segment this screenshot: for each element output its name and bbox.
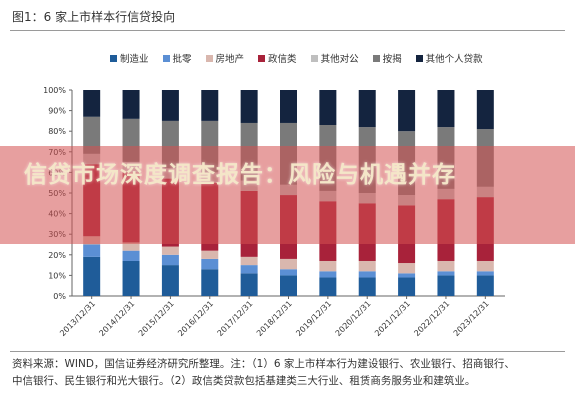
x-tick-label: 2020/12/31 [334, 299, 373, 338]
legend-swatch [205, 54, 213, 62]
bar-segment [319, 260, 337, 272]
source-notes: 资料来源：WIND，国信证券经济研究所整理。注：（1）6 家上市样本行为建设银行… [12, 356, 567, 390]
legend-label: 按揭 [382, 54, 402, 65]
bar-segment [83, 244, 101, 257]
x-tick-label: 2013/12/31 [58, 299, 97, 338]
bar-segment [240, 256, 258, 266]
bar-segment [398, 273, 416, 278]
bar-segment [201, 269, 219, 296]
source-line-1: 资料来源：WIND，国信证券经济研究所整理。注：（1）6 家上市样本行为建设银行… [12, 358, 515, 370]
legend-swatch [372, 54, 380, 62]
bar-segment [398, 277, 416, 296]
legend-label: 其他对公 [320, 54, 359, 65]
bar-segment [201, 250, 219, 259]
bar-segment [83, 256, 101, 296]
bar-segment [122, 260, 140, 296]
x-tick-label: 2016/12/31 [176, 299, 215, 338]
bar-segment [240, 90, 258, 123]
legend-item: 其他对公 [310, 51, 359, 65]
x-tick-label: 2019/12/31 [294, 299, 333, 338]
bar-segment [201, 258, 219, 270]
bar-segment [280, 90, 297, 123]
y-tick-label: 90% [48, 107, 66, 116]
title-divider [10, 30, 565, 31]
bar-segment [240, 265, 258, 274]
bar-segment [476, 271, 494, 276]
bar-segment [476, 90, 494, 130]
y-tick-label: 100% [43, 86, 66, 95]
legend-item: 其他个人贷款 [415, 51, 483, 65]
bar-segment [161, 254, 179, 266]
bar-segment [280, 275, 297, 296]
bar-segment [83, 116, 101, 154]
bar-segment [358, 271, 376, 278]
bar-segment [201, 90, 219, 121]
source-line-2: 中信银行、民生银行和光大银行。（2）政信类贷款包括基建类三大行业、租赁商务服务业… [12, 375, 476, 387]
x-tick-label: 2018/12/31 [255, 299, 294, 338]
bar-segment [161, 246, 179, 255]
legend-label: 政信类 [268, 54, 297, 65]
x-tick-label: 2021/12/31 [373, 299, 412, 338]
legend-item: 房地产 [205, 51, 245, 65]
legend-swatch [310, 54, 318, 62]
bar-segment [240, 273, 258, 296]
source-divider [10, 351, 565, 352]
bar-segment [398, 90, 416, 132]
bar-segment [358, 277, 376, 296]
bar-segment [122, 242, 140, 251]
y-tick-label: 20% [48, 251, 66, 260]
figure-title: 图1：6 家上市样本行信贷投向 [12, 10, 176, 24]
bar-segment [358, 260, 376, 272]
bar-segment [319, 90, 337, 126]
bar-segment [122, 250, 140, 261]
legend-item: 按揭 [372, 51, 402, 65]
bar-segment [122, 90, 140, 119]
legend-label: 其他个人贷款 [425, 54, 483, 65]
bar-segment [437, 260, 455, 272]
legend-item: 政信类 [258, 51, 297, 65]
legend-item: 制造业 [110, 51, 149, 65]
y-tick-label: 80% [48, 127, 66, 136]
bar-segment [437, 271, 455, 276]
legend-label: 批零 [172, 54, 192, 65]
bar-segment [319, 271, 337, 278]
bar-segment [280, 258, 297, 270]
bar-segment [358, 90, 376, 128]
bar-segment [476, 260, 494, 272]
bar-segment [437, 275, 455, 296]
legend-item: 批零 [162, 51, 192, 65]
x-tick-label: 2014/12/31 [97, 299, 136, 338]
y-tick-label: 0% [53, 292, 66, 301]
x-tick-label: 2022/12/31 [412, 299, 451, 338]
x-tick-label: 2015/12/31 [137, 299, 176, 338]
legend-swatch [258, 54, 266, 62]
x-tick-label: 2017/12/31 [216, 299, 255, 338]
x-tick-label: 2023/12/31 [452, 299, 491, 338]
chart-legend: 制造业 批零 房地产 政信类 其他对公 按揭 其他个人贷款 [110, 51, 483, 65]
y-tick-label: 10% [48, 271, 66, 280]
watermark-banner [0, 146, 575, 244]
bar-segment [319, 277, 337, 296]
bar-segment [161, 90, 179, 121]
bar-segment [280, 269, 297, 276]
bar-segment [161, 265, 179, 296]
bar-segment [476, 275, 494, 296]
legend-swatch [110, 54, 117, 62]
legend-label: 制造业 [120, 54, 149, 65]
banner-title: 信贷市场深度调查报告：风险与机遇并存 [24, 162, 456, 188]
bar-segment [398, 263, 416, 274]
bar-segment [437, 90, 455, 128]
legend-label: 房地产 [215, 54, 245, 65]
legend-swatch [162, 54, 170, 62]
bar-segment [83, 90, 101, 117]
legend-swatch [415, 54, 423, 62]
